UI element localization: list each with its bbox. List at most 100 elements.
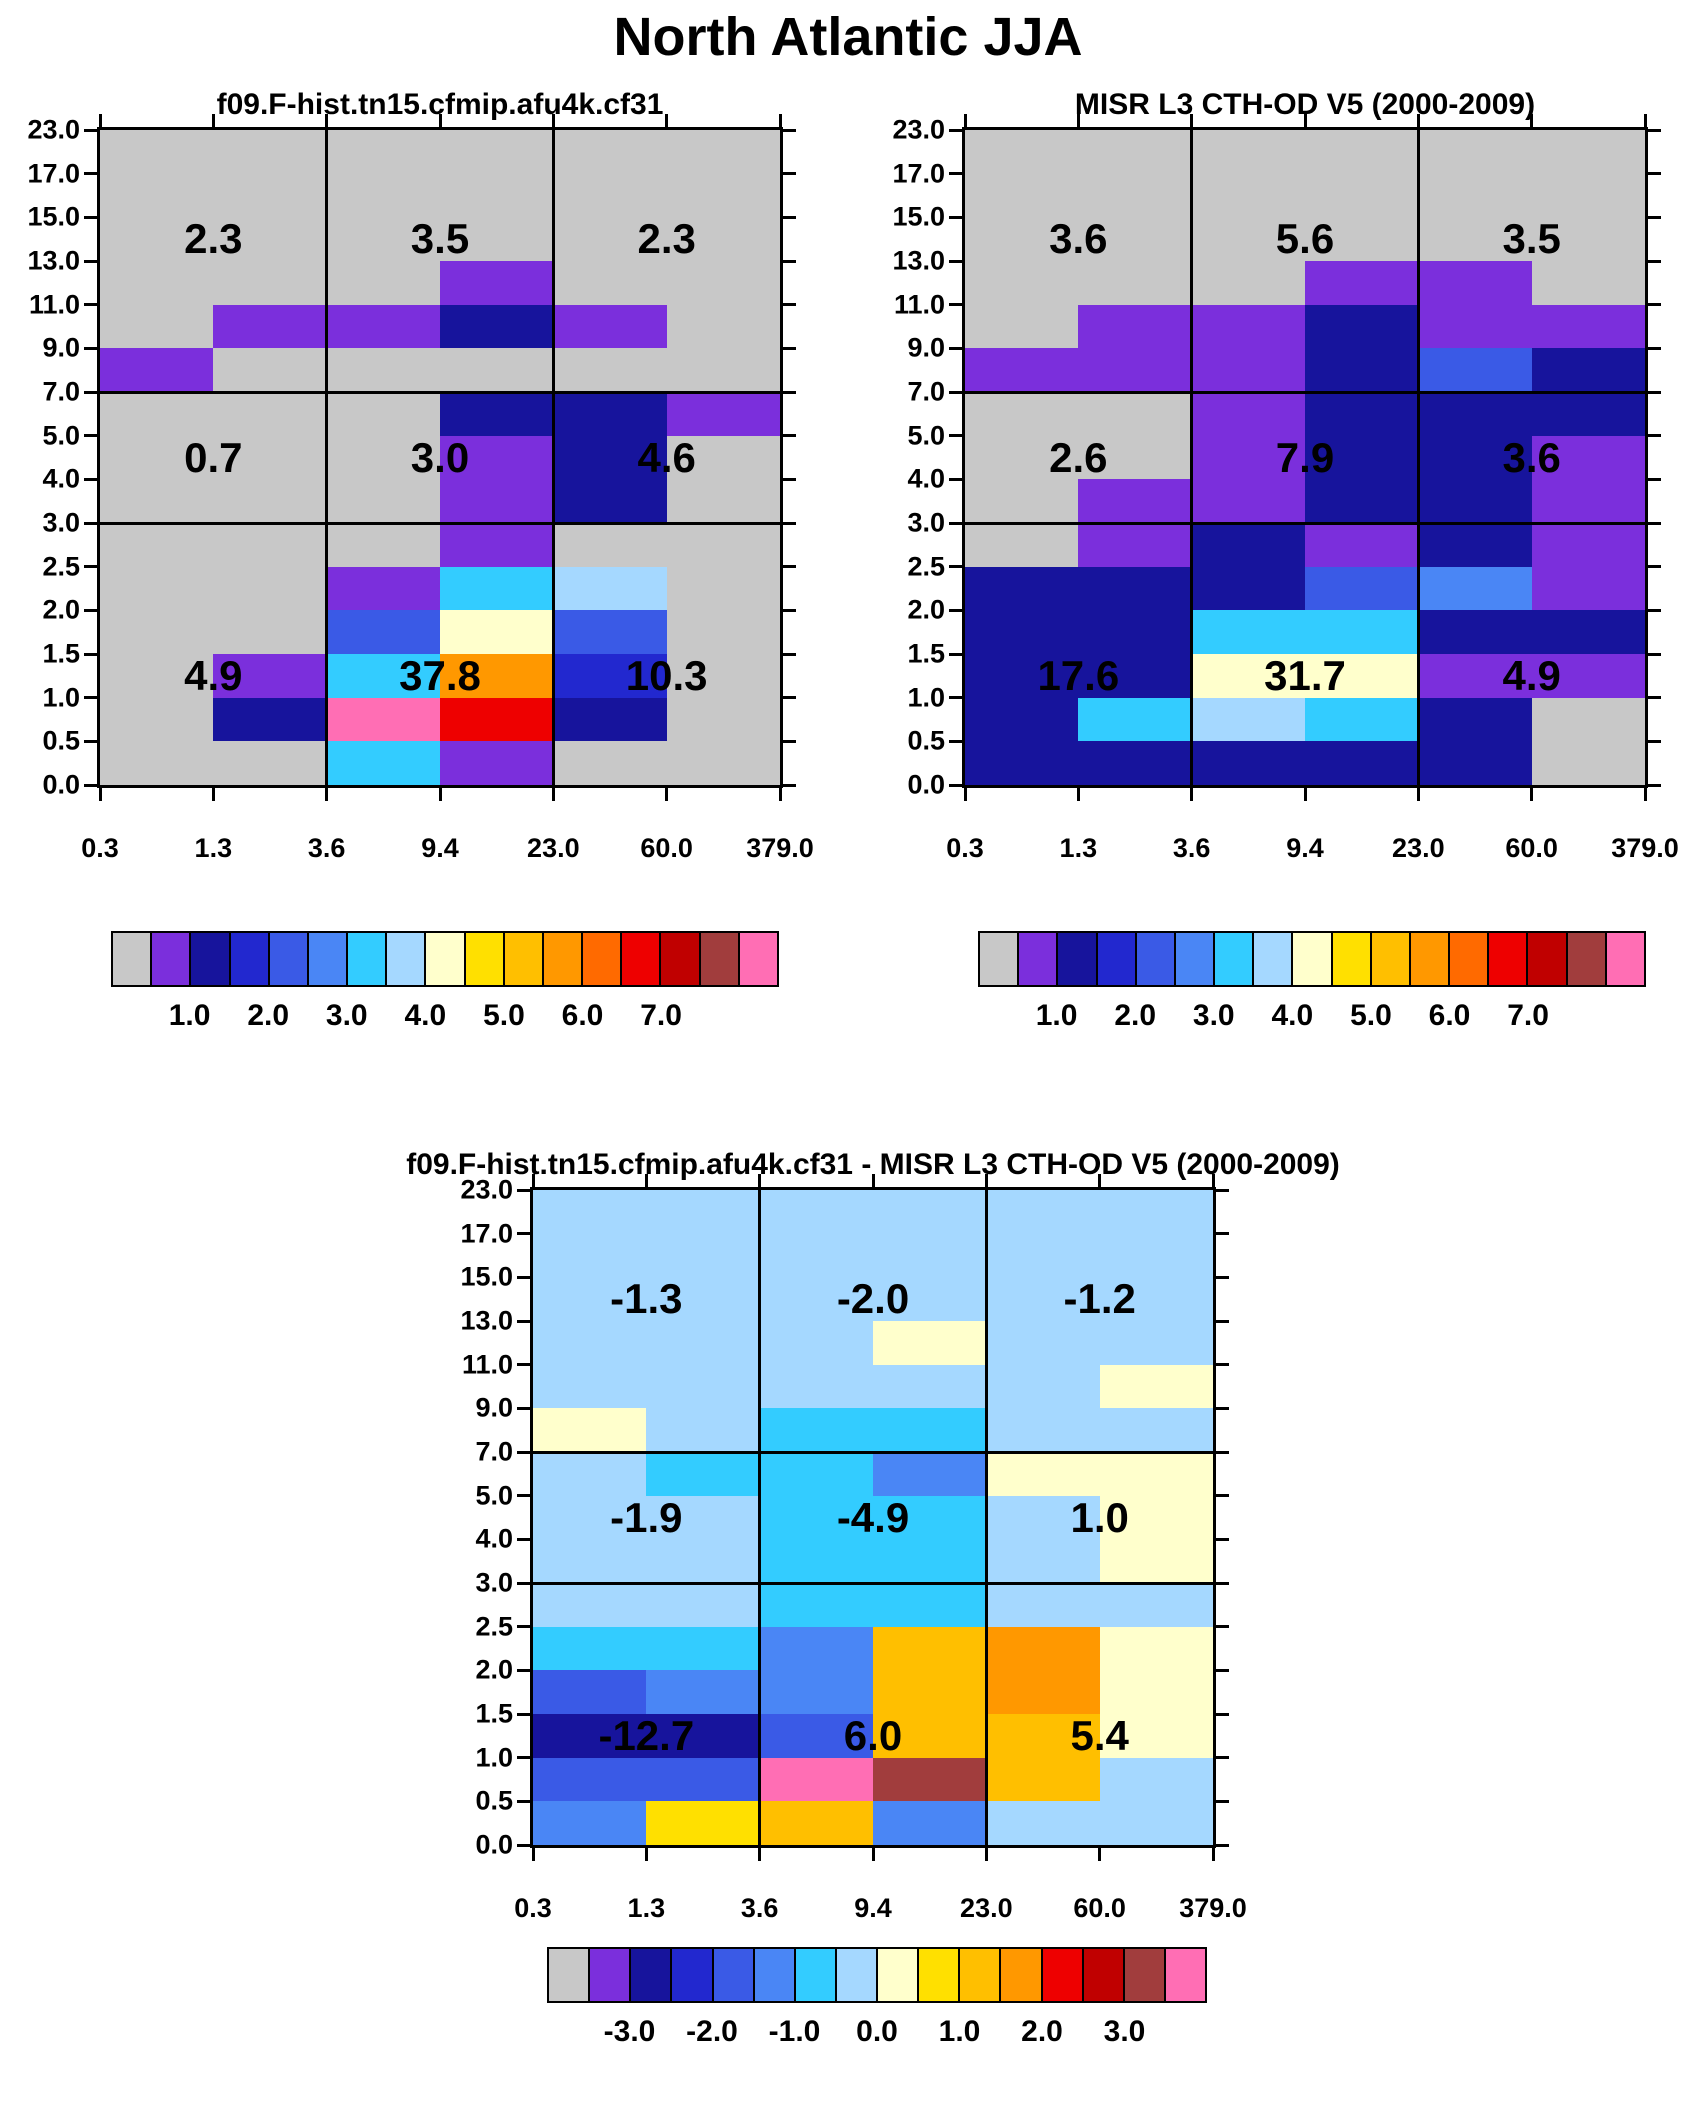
colorbar-tick-label: 7.0 [1507, 999, 1549, 1032]
heatmap-cell [440, 304, 554, 349]
heatmap-cell [553, 435, 667, 480]
heatmap-cell [1418, 217, 1532, 261]
heatmap-cell [213, 479, 327, 523]
heatmap-cell [1078, 479, 1192, 523]
colorbar-segment [1213, 931, 1255, 987]
heatmap-cell [965, 217, 1079, 261]
heatmap-cell [1191, 697, 1305, 742]
y-axis-tick [949, 696, 962, 700]
heatmap-cell [666, 130, 780, 174]
x-axis-tick [531, 1848, 535, 1861]
y-axis-tick [783, 608, 796, 612]
superbox-divider-vertical [551, 130, 555, 785]
cell-value-label: 10.3 [625, 651, 708, 699]
heatmap-cell [666, 217, 780, 261]
heatmap-cell [986, 1233, 1100, 1278]
y-tick-label: 3.0 [42, 507, 80, 538]
heatmap-cell [1191, 130, 1305, 174]
y-axis-tick [783, 303, 796, 307]
superbox-divider-horizontal [533, 1581, 1213, 1585]
cell-value-label: 3.0 [410, 433, 470, 481]
heatmap-cell [666, 435, 780, 480]
heatmap-cell [873, 1583, 987, 1627]
heatmap-cell [533, 1190, 647, 1234]
y-tick-label: 15.0 [27, 201, 80, 232]
heatmap-cell [759, 1277, 873, 1321]
y-tick-label: 13.0 [892, 245, 945, 276]
heatmap-cell [1191, 741, 1305, 785]
colorbar-tick-label: 5.0 [483, 999, 525, 1032]
heatmap-cell [440, 479, 554, 523]
heatmap-cell [100, 304, 214, 349]
colorbar-segment [876, 1947, 920, 2003]
heatmap-cell [1191, 654, 1305, 698]
heatmap-cell [965, 566, 1079, 611]
cell-value-label: 6.0 [843, 1711, 903, 1759]
y-tick-label: 15.0 [460, 1261, 513, 1292]
panel-title: f09.F-hist.tn15.cfmip.afu4k.cf31 [216, 88, 664, 121]
heatmap-cell [1078, 435, 1192, 480]
colorbar-segment [588, 1947, 632, 2003]
y-tick-label: 1.0 [42, 682, 80, 713]
x-axis-tick [984, 1848, 988, 1861]
heatmap-cell [646, 1364, 760, 1409]
y-axis-tick [949, 172, 962, 176]
x-axis-tick [758, 1848, 762, 1861]
y-axis-tick [949, 739, 962, 743]
y-tick-label: 0.0 [907, 769, 945, 800]
y-axis-tick [949, 521, 962, 525]
heatmap-cell [646, 1626, 760, 1671]
heatmap-cell [965, 610, 1079, 654]
y-tick-label: 7.0 [475, 1436, 513, 1467]
x-tick-label: 0.3 [514, 1893, 552, 1923]
heatmap-cell [213, 261, 327, 305]
colorbar-segment [629, 1947, 673, 2003]
y-axis-tick [1216, 1275, 1229, 1279]
y-tick-label: 2.5 [475, 1611, 513, 1642]
y-tick-label: 5.0 [42, 420, 80, 451]
heatmap-cell [986, 1452, 1100, 1496]
heatmap-cell [759, 1626, 873, 1671]
colorbar-segment [547, 1947, 591, 2003]
superbox-divider-vertical [325, 130, 329, 785]
y-axis-tick [1216, 1319, 1229, 1323]
colorbar-tick-label: 2.0 [247, 999, 290, 1032]
cell-value-label: 5.6 [1275, 215, 1335, 263]
colorbar-segment [670, 1947, 714, 2003]
panel-title: MISR L3 CTH-OD V5 (2000-2009) [1074, 88, 1536, 121]
colorbar [111, 931, 779, 987]
heatmap-cell [1191, 479, 1305, 523]
heatmap-cell [1191, 566, 1305, 611]
cell-value-label: 3.5 [410, 215, 470, 263]
colorbar-tick-label: -3.0 [603, 2015, 656, 2048]
cell-value-label: 3.5 [1502, 215, 1561, 263]
colorbar-tick-label: 1.0 [168, 999, 211, 1032]
heatmap-cell [1078, 741, 1192, 785]
cell-value-label: -1.9 [610, 1493, 683, 1541]
y-axis-tick [1216, 1668, 1229, 1672]
colorbar-segment [1095, 931, 1137, 987]
y-axis-tick [783, 434, 796, 438]
heatmap-cell [986, 1714, 1100, 1758]
heatmap-cell [965, 654, 1079, 698]
heatmap-cell [1531, 566, 1645, 611]
heatmap-cell [100, 392, 214, 436]
heatmap-cell [1099, 1495, 1213, 1540]
superbox-divider-vertical [758, 1190, 762, 1845]
y-axis-tick [84, 172, 97, 176]
x-axis-tick [211, 788, 215, 801]
heatmap-cell [1078, 217, 1192, 261]
y-axis-tick [783, 696, 796, 700]
heatmap-cell [100, 610, 214, 654]
heatmap-cell [646, 1714, 760, 1758]
y-axis-tick [783, 565, 796, 569]
y-tick-label: 1.5 [42, 638, 80, 669]
heatmap-cell [1078, 566, 1192, 611]
colorbar-segment [1122, 1947, 1166, 2003]
superbox-divider-horizontal [965, 521, 1645, 525]
heatmap-cell [213, 610, 327, 654]
heatmap-cell [1191, 304, 1305, 349]
colorbar-segment [581, 931, 623, 987]
heatmap-cell [1531, 654, 1645, 698]
heatmap-cell [986, 1408, 1100, 1452]
